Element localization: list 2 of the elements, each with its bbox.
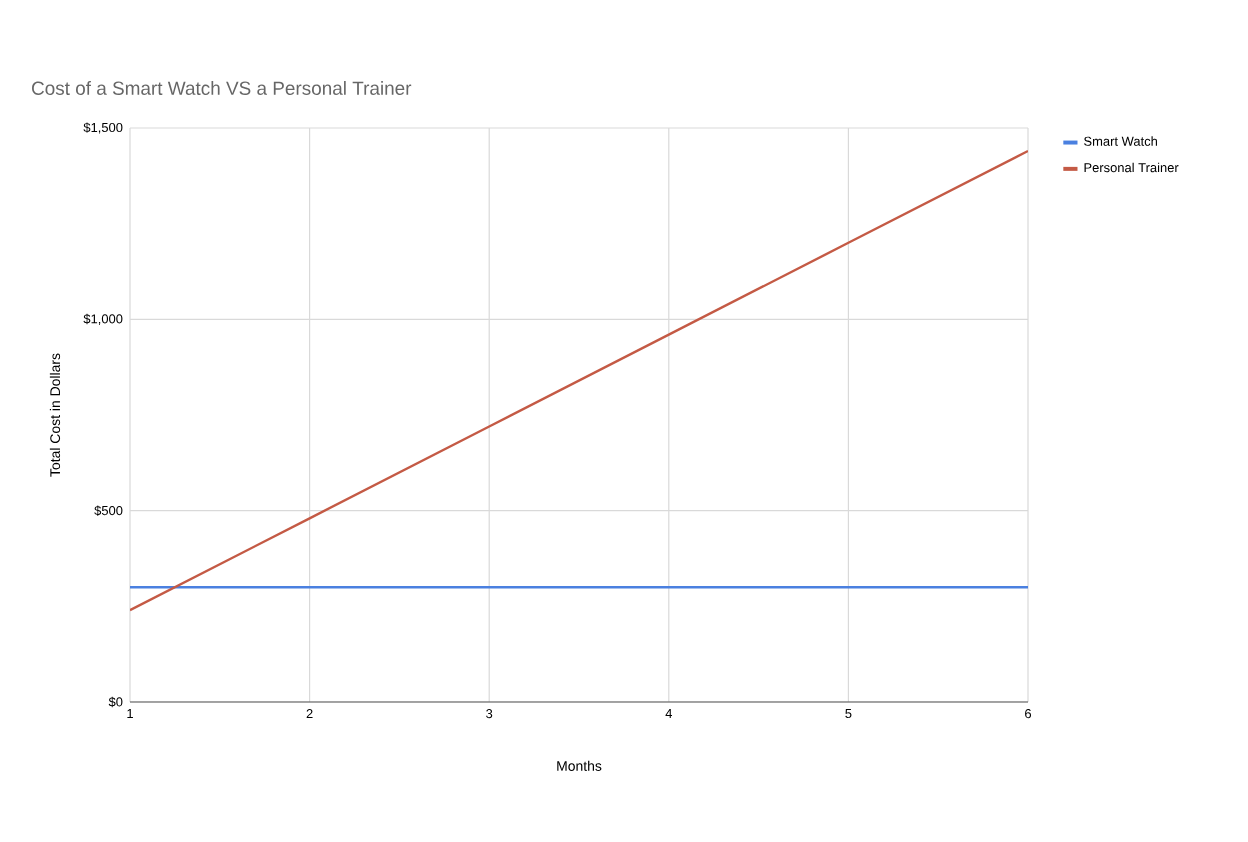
line-series	[130, 149, 1029, 612]
chart-title: Cost of a Smart Watch VS a Personal Trainer	[32, 81, 412, 95]
